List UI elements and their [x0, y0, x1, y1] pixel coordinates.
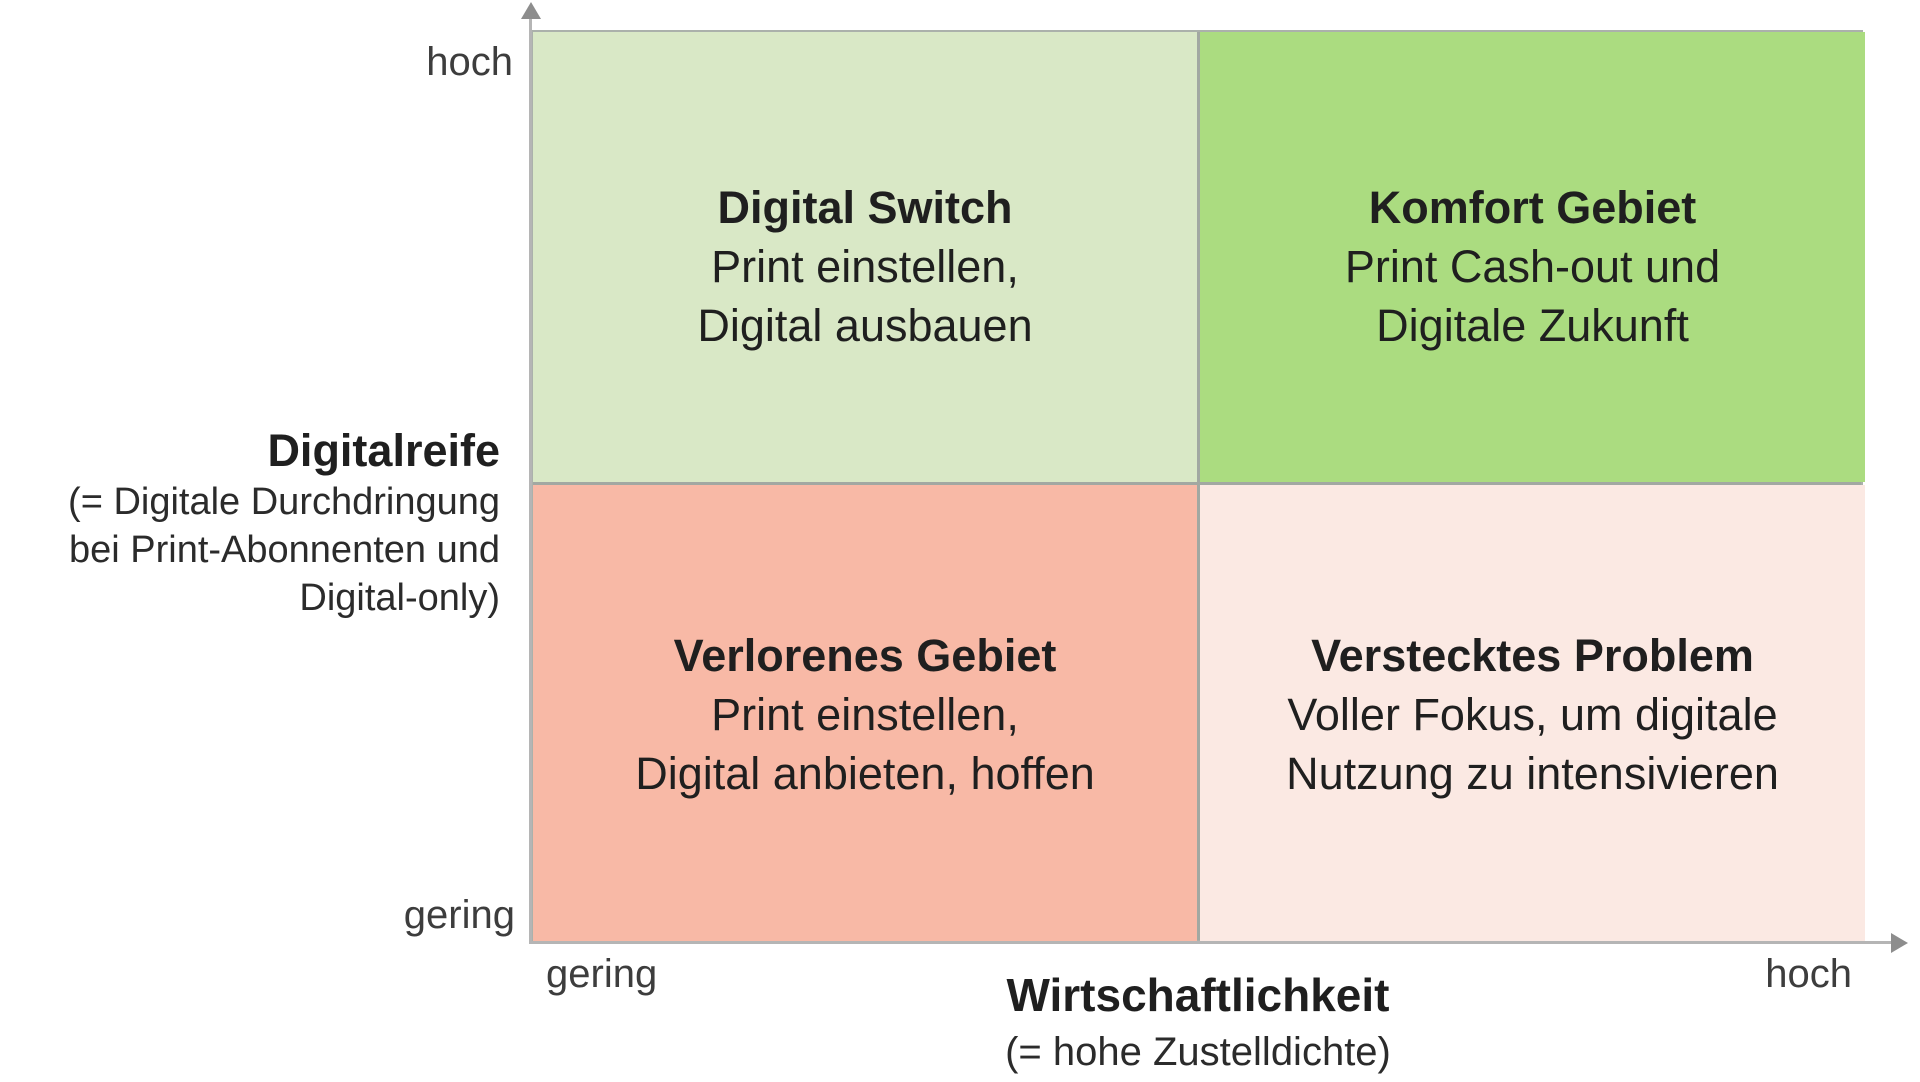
quadrant-text-line: Print einstellen,	[711, 240, 1019, 292]
y-axis-tick-gering: gering	[403, 893, 515, 937]
quadrant-title: Verlorenes Gebiet	[673, 630, 1057, 681]
y-axis-subtitle-line: Digital-only)	[299, 577, 500, 619]
y-axis-subtitle-line: bei Print-Abonnenten und	[69, 529, 500, 571]
x-axis-subtitle: (= hohe Zustelldichte)	[1005, 1030, 1391, 1074]
quadrant-text-line: Voller Fokus, um digitale	[1287, 689, 1778, 740]
quadrant-text-line: Print Cash-out und	[1344, 240, 1721, 292]
y-axis-line	[529, 14, 532, 943]
x-axis-tick-gering: gering	[546, 952, 658, 996]
quadrant-title: Komfort Gebiet	[1368, 181, 1697, 233]
quadrant-text-line: Digitale Zukunft	[1376, 299, 1689, 351]
y-axis-label: Digitalreife (= Digitale Durchdringung b…	[0, 424, 500, 622]
x-axis-line	[529, 941, 1893, 944]
y-axis-arrow-icon	[521, 2, 541, 19]
x-axis-label: Wirtschaftlichkeit (= hohe Zustelldichte…	[898, 968, 1498, 1076]
quadrant-text-line: Nutzung zu intensivieren	[1286, 748, 1779, 799]
x-axis-tick-hoch: hoch	[1765, 952, 1852, 996]
quadrant-komfort-gebiet: Komfort Gebiet Print Cash-out und Digita…	[1200, 32, 1865, 482]
quadrant-digital-switch: Digital Switch Print einstellen, Digital…	[533, 32, 1197, 482]
quadrant-matrix: Digital Switch Print einstellen, Digital…	[531, 30, 1865, 944]
x-axis-arrow-icon	[1891, 933, 1908, 953]
quadrant-title: Verstecktes Problem	[1311, 630, 1754, 681]
y-axis-title: Digitalreife	[267, 425, 500, 476]
y-axis-tick-hoch: hoch	[426, 40, 513, 84]
quadrant-title: Digital Switch	[717, 181, 1013, 233]
quadrant-text-line: Digital anbieten, hoffen	[635, 748, 1095, 799]
x-axis-title: Wirtschaftlichkeit	[1006, 969, 1390, 1021]
y-axis-subtitle-line: (= Digitale Durchdringung	[68, 481, 500, 523]
quadrant-verstecktes-problem: Verstecktes Problem Voller Fokus, um dig…	[1200, 485, 1865, 944]
quadrant-verlorenes-gebiet: Verlorenes Gebiet Print einstellen, Digi…	[533, 485, 1197, 944]
quadrant-text-line: Digital ausbauen	[697, 299, 1033, 351]
quadrant-text-line: Print einstellen,	[711, 689, 1019, 740]
